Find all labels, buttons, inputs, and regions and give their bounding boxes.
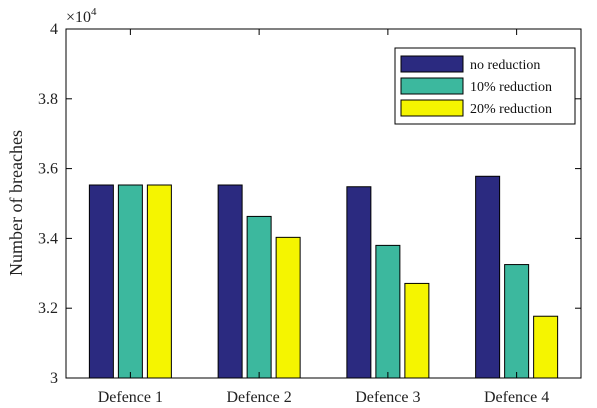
y-tick-label: 3.6 <box>38 161 58 178</box>
bar <box>504 264 530 379</box>
y-axis-title: Number of breaches <box>6 130 26 276</box>
y-tick-label: 3.8 <box>38 91 58 108</box>
y-exponent-base: ×10 <box>66 9 91 26</box>
bar <box>346 186 372 379</box>
legend-swatch <box>400 77 464 95</box>
x-tick-label: Defence 3 <box>355 389 420 406</box>
axes-box <box>65 28 582 379</box>
y-tick-label: 3.4 <box>38 230 58 247</box>
bar <box>217 184 243 379</box>
legend-label: no reduction <box>470 58 540 73</box>
legend-label: 20% reduction <box>470 102 552 117</box>
legend-swatch <box>400 55 464 73</box>
bar <box>246 215 272 379</box>
bar <box>88 184 114 379</box>
bar <box>375 244 401 379</box>
bar <box>404 282 430 379</box>
bar <box>146 184 172 379</box>
y-tick-label: 4 <box>50 21 58 38</box>
bar <box>533 315 559 379</box>
y-exponent-power: 4 <box>91 6 97 18</box>
x-tick-labels: Defence 1 Defence 2 Defence 3 Defence 4 <box>98 389 550 406</box>
x-ticks <box>129 29 518 378</box>
legend: no reduction 10% reduction 20% reduction <box>394 47 576 125</box>
bar <box>117 184 143 379</box>
x-tick-label: Defence 1 <box>98 389 163 406</box>
y-tick-label: 3.2 <box>38 300 58 317</box>
bars-group <box>88 175 559 379</box>
bar <box>475 175 501 379</box>
y-tick-label: 3 <box>50 370 58 387</box>
y-tick-labels: 3 3.2 3.4 3.6 3.8 4 <box>38 21 58 387</box>
x-tick-label: Defence 4 <box>484 389 549 406</box>
y-exponent-label: ×104 <box>66 6 97 26</box>
legend-swatch <box>400 99 464 117</box>
bar <box>275 236 301 379</box>
x-tick-label: Defence 2 <box>226 389 291 406</box>
legend-label: 10% reduction <box>470 80 552 95</box>
